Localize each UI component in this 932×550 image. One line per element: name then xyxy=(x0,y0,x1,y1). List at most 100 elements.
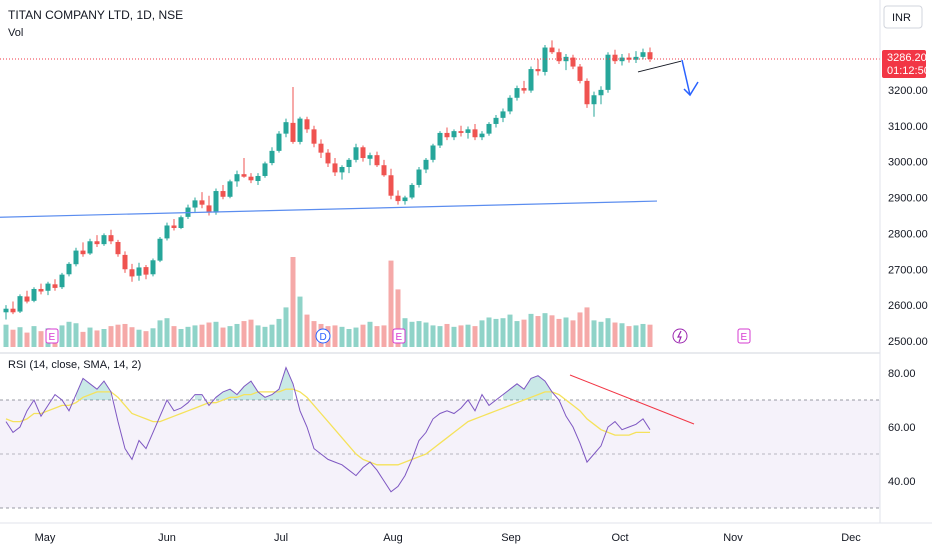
candle[interactable] xyxy=(598,86,604,105)
candle[interactable] xyxy=(444,127,450,141)
candle[interactable] xyxy=(80,242,86,257)
candle[interactable] xyxy=(122,251,128,273)
candle[interactable] xyxy=(437,131,443,148)
candle[interactable] xyxy=(101,233,107,246)
candle[interactable] xyxy=(339,165,345,180)
candle[interactable] xyxy=(556,48,562,65)
candle[interactable] xyxy=(318,139,324,159)
candle[interactable] xyxy=(171,219,177,231)
candle[interactable] xyxy=(283,118,289,138)
candle[interactable] xyxy=(276,131,282,153)
down-arrow-shaft[interactable] xyxy=(681,59,691,96)
earnings-marker-icon[interactable] xyxy=(392,328,406,344)
candle[interactable] xyxy=(381,159,387,177)
candle[interactable] xyxy=(542,45,548,76)
candle[interactable] xyxy=(416,167,422,188)
candle[interactable] xyxy=(94,235,100,248)
candle[interactable] xyxy=(479,131,485,141)
candle[interactable] xyxy=(220,184,226,200)
candle[interactable] xyxy=(388,168,394,200)
rsi-divergence-line[interactable] xyxy=(569,374,695,425)
candle[interactable] xyxy=(528,66,534,93)
candle[interactable] xyxy=(535,59,541,76)
candle[interactable] xyxy=(395,190,401,205)
down-arrow-icon[interactable] xyxy=(683,81,699,97)
candle[interactable] xyxy=(514,85,520,101)
candle[interactable] xyxy=(353,143,359,163)
candle[interactable] xyxy=(248,173,254,184)
price-axis[interactable]: 2500.00 2600.00 2700.00 2800.00 2900.00 3000.… xyxy=(888,85,928,348)
candle[interactable] xyxy=(17,294,23,314)
time-axis[interactable]: May Jun Jul Aug Sep Oct Nov Dec xyxy=(35,532,862,544)
candle[interactable] xyxy=(346,158,352,174)
rsi-pane[interactable] xyxy=(0,366,880,509)
candle[interactable] xyxy=(549,40,555,54)
earnings-marker-icon[interactable] xyxy=(45,328,59,344)
candle[interactable] xyxy=(626,53,632,63)
candle[interactable] xyxy=(136,262,142,281)
support-trendline[interactable] xyxy=(0,200,658,218)
split-bolt-icon[interactable] xyxy=(672,328,688,344)
candle[interactable] xyxy=(38,283,44,295)
candle[interactable] xyxy=(402,195,408,205)
candle[interactable] xyxy=(66,262,72,277)
volume-label[interactable]: Vol xyxy=(8,27,23,39)
rsi-line[interactable] xyxy=(5,366,651,493)
candle[interactable] xyxy=(157,236,163,263)
candle[interactable] xyxy=(24,290,30,304)
candle[interactable] xyxy=(500,108,506,123)
rsi-label[interactable]: RSI (14, close, SMA, 14, 2) xyxy=(8,359,141,371)
dividend-marker-icon[interactable] xyxy=(315,328,331,344)
earnings-marker-icon[interactable] xyxy=(737,328,751,344)
currency-button[interactable] xyxy=(883,5,923,29)
candle[interactable] xyxy=(129,263,135,282)
candle[interactable] xyxy=(409,183,415,200)
candle[interactable] xyxy=(10,301,16,315)
candle[interactable] xyxy=(199,192,205,209)
candle[interactable] xyxy=(262,161,268,178)
candle[interactable] xyxy=(87,238,93,255)
candle[interactable] xyxy=(108,229,114,245)
candle[interactable] xyxy=(178,215,184,230)
candle[interactable] xyxy=(255,173,261,185)
candle[interactable] xyxy=(577,64,583,84)
candle[interactable] xyxy=(493,114,499,128)
candles[interactable] xyxy=(3,40,653,320)
candle[interactable] xyxy=(430,143,436,163)
candle[interactable] xyxy=(52,279,58,291)
candle[interactable] xyxy=(234,170,240,187)
candle[interactable] xyxy=(164,222,170,241)
candle[interactable] xyxy=(213,188,219,215)
candle[interactable] xyxy=(311,125,317,148)
symbol-title[interactable]: TITAN COMPANY LTD, 1D, NSE xyxy=(8,8,183,22)
candle[interactable] xyxy=(570,54,576,70)
candle[interactable] xyxy=(472,123,478,141)
candle[interactable] xyxy=(115,239,121,257)
candle[interactable] xyxy=(619,54,625,66)
candle[interactable] xyxy=(31,287,37,303)
candle[interactable] xyxy=(486,122,492,136)
candle[interactable] xyxy=(269,147,275,166)
candle[interactable] xyxy=(185,204,191,220)
candle[interactable] xyxy=(612,49,618,65)
candle[interactable] xyxy=(458,125,464,137)
candle[interactable] xyxy=(605,52,611,93)
candle[interactable] xyxy=(304,116,310,133)
candle[interactable] xyxy=(3,305,9,320)
chart-drawings[interactable] xyxy=(0,58,880,218)
candle[interactable] xyxy=(241,158,247,178)
candle[interactable] xyxy=(563,54,569,71)
candle[interactable] xyxy=(73,247,79,267)
candle[interactable] xyxy=(591,91,597,117)
candle[interactable] xyxy=(227,179,233,199)
candle[interactable] xyxy=(647,47,653,62)
candle[interactable] xyxy=(423,158,429,174)
consolidation-line[interactable] xyxy=(637,60,682,73)
candle[interactable] xyxy=(290,87,296,144)
candle[interactable] xyxy=(465,126,471,139)
candle[interactable] xyxy=(374,151,380,168)
candle[interactable] xyxy=(367,152,373,166)
candle[interactable] xyxy=(143,264,149,280)
